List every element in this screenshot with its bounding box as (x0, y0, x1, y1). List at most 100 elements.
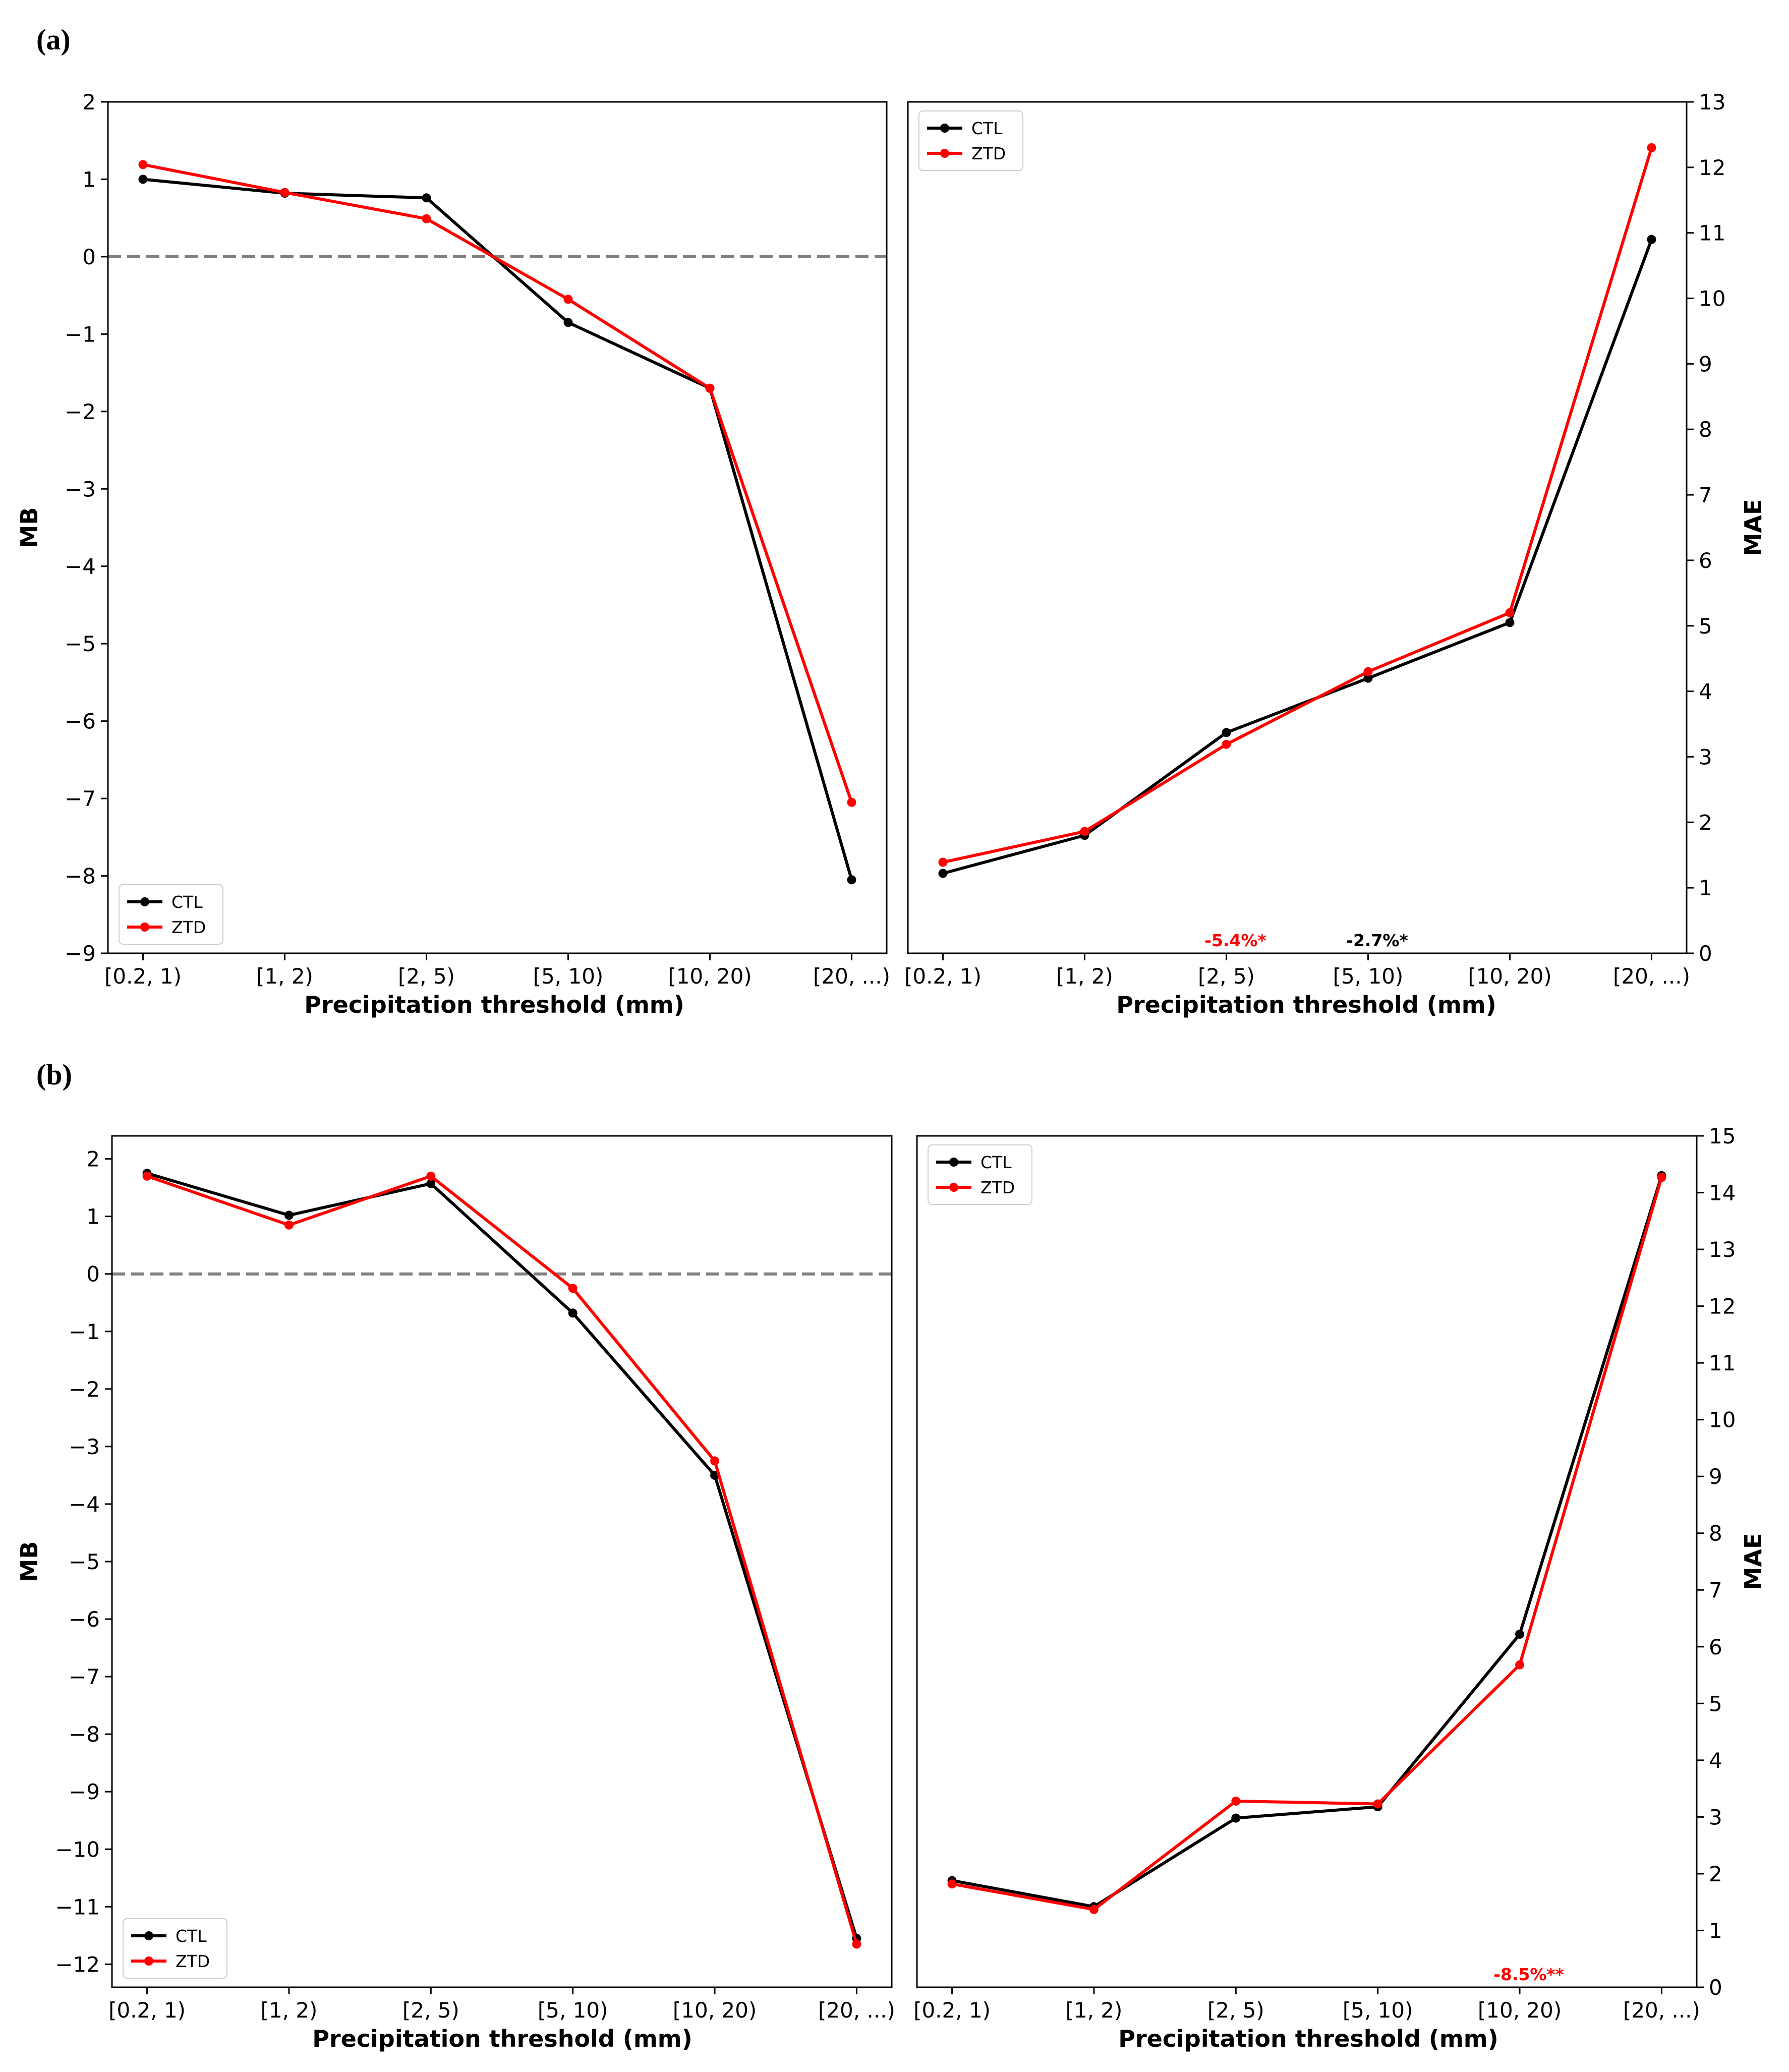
data-point-ctl (1363, 673, 1373, 683)
y-tick-label: −5 (65, 631, 96, 656)
x-tick-label: [5, 10) (1333, 964, 1404, 989)
legend-marker-ctl (144, 1931, 153, 1940)
y-tick-label: 9 (1699, 352, 1712, 376)
legend-marker-ctl (940, 124, 949, 133)
y-tick-label: 1 (1699, 876, 1712, 900)
y-axis-title: MAE (1740, 1533, 1767, 1590)
plot-frame (107, 101, 888, 954)
x-tick-label: [10, 20) (668, 964, 752, 989)
y-tick-label: 10 (1699, 286, 1725, 311)
chart-a-mb: [0.2, 1) [1, 2) [2, 5) [5, 10) [10, 20) [20, … (16, 90, 890, 1018)
y-tick-label: 5 (1699, 614, 1712, 639)
x-tick-label: [0.2, 1) (913, 1998, 991, 2023)
data-point-ztd (1231, 1796, 1241, 1806)
y-tick-label: −11 (55, 1894, 100, 1919)
data-point-ztd (426, 1171, 436, 1181)
y-tick-label: −2 (65, 399, 96, 424)
legend: CTL ZTD (119, 884, 223, 945)
data-point-ztd (852, 1939, 861, 1949)
y-tick-label: −9 (65, 941, 96, 966)
data-point-ztd (284, 1220, 294, 1230)
y-tick-label: 8 (1709, 1521, 1722, 1546)
y-tick-label: 13 (1699, 90, 1725, 114)
y-tick-label: 1 (82, 167, 96, 192)
data-point-ztd (947, 1879, 957, 1889)
x-tick-label: [1, 2) (1056, 964, 1113, 989)
data-point-ctl (284, 1211, 294, 1220)
y-tick-label: 14 (1709, 1181, 1736, 1205)
x-tick-label: [2, 5) (1207, 1998, 1264, 2023)
legend-label-ztd: ZTD (176, 1951, 210, 1971)
y-tick-label: 1 (1709, 1918, 1722, 1943)
x-tick-label: [10, 20) (1478, 1998, 1562, 2023)
y-tick-label: 6 (1709, 1635, 1722, 1659)
data-point-ztd (1363, 667, 1373, 676)
series-line-ztd (146, 1174, 858, 1945)
y-tick-label: −8 (65, 864, 96, 889)
x-tick-label: [1, 2) (256, 964, 313, 989)
y-tick-label: 10 (1709, 1408, 1736, 1432)
panel-label-b: (b) (36, 1058, 72, 1091)
x-axis-title: Precipitation threshold (mm) (312, 2025, 692, 2052)
data-point-ctl (138, 175, 148, 184)
y-tick-label: −6 (69, 1607, 100, 1632)
y-tick-label: −5 (69, 1549, 100, 1574)
y-tick-label: 11 (1699, 221, 1725, 246)
data-point-ztd (1373, 1799, 1382, 1809)
data-point-ztd (1515, 1660, 1525, 1670)
significance-annotation: -8.5%** (1493, 1965, 1564, 1984)
significance-annotation: -5.4%* (1204, 931, 1266, 950)
y-tick-label: −7 (65, 786, 96, 811)
significance-annotation: -2.7%* (1346, 931, 1408, 950)
x-tick-label: [5, 10) (533, 964, 604, 989)
x-tick-label: [10, 20) (1468, 964, 1551, 989)
data-point-ztd (1647, 143, 1656, 152)
y-tick-label: 2 (1709, 1862, 1722, 1886)
y-tick-label: 7 (1699, 483, 1712, 507)
y-tick-label: −10 (55, 1837, 100, 1862)
data-point-ztd (1222, 739, 1231, 749)
y-tick-label: 0 (86, 1262, 100, 1287)
x-tick-label: [2, 5) (1198, 964, 1255, 989)
y-tick-label: −1 (69, 1319, 100, 1344)
legend-marker-ztd (949, 1183, 958, 1192)
x-axis-title: Precipitation threshold (mm) (304, 991, 684, 1018)
legend: CTL ZTD (918, 110, 1023, 171)
y-tick-label: −4 (65, 554, 96, 579)
data-point-ztd (1505, 608, 1515, 617)
legend-label-ztd: ZTD (980, 1178, 1015, 1197)
y-axis-title: MB (16, 507, 43, 548)
series-line-ctl (942, 239, 1653, 875)
x-tick-label: [20, ...) (813, 964, 890, 989)
chart-b-mae: [0.2, 1) [1, 2) [2, 5) [5, 10) [10, 20) [20, … (913, 1124, 1767, 2052)
y-tick-label: 13 (1709, 1237, 1736, 1262)
x-axis-title: Precipitation threshold (mm) (1116, 991, 1496, 1018)
x-tick-label: [0.2, 1) (108, 1998, 186, 2023)
y-tick-label: 2 (1699, 810, 1712, 835)
data-point-ztd (280, 188, 290, 197)
chart-a-mae: [0.2, 1) [1, 2) [2, 5) [5, 10) [10, 20) [20, … (904, 90, 1767, 1018)
x-tick-label: [0.2, 1) (104, 964, 182, 989)
data-point-ctl (1231, 1813, 1241, 1823)
y-tick-label: 6 (1699, 548, 1712, 573)
panel-label-a: (a) (36, 23, 71, 56)
legend-label-ctl: CTL (176, 1926, 207, 1946)
y-tick-label: 4 (1709, 1748, 1722, 1773)
y-tick-label: 0 (1709, 1975, 1722, 2000)
data-point-ctl (1505, 618, 1515, 627)
y-tick-label: 3 (1699, 744, 1712, 769)
y-tick-label: 1 (86, 1204, 100, 1229)
series-line-ctl (952, 1175, 1663, 1909)
legend-marker-ztd (140, 923, 149, 932)
data-point-ctl (1515, 1630, 1525, 1639)
x-tick-label: [5, 10) (538, 1998, 608, 2023)
y-tick-label: −12 (55, 1952, 100, 1977)
y-tick-label: 0 (82, 245, 96, 269)
y-tick-label: −9 (69, 1779, 100, 1804)
data-point-ctl (568, 1308, 578, 1318)
y-tick-label: 2 (86, 1147, 100, 1172)
data-point-ztd (568, 1284, 578, 1293)
legend-box (119, 884, 223, 945)
y-tick-label: −6 (65, 709, 96, 734)
y-tick-label: 2 (82, 90, 96, 114)
